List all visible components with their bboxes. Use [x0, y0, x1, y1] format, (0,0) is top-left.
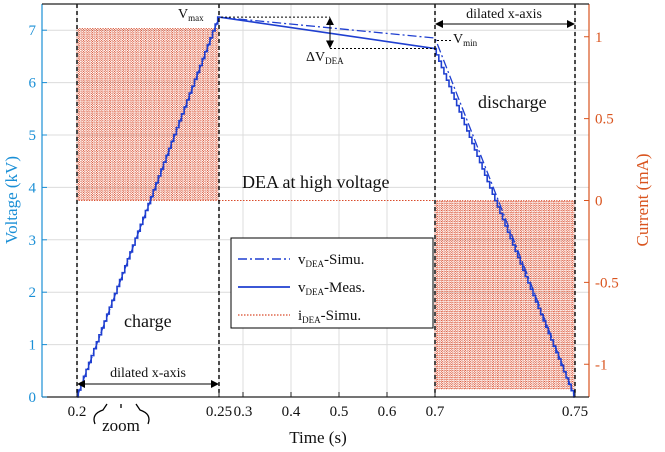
y-left-tick-label: 0 — [29, 390, 37, 406]
x-tick-label: 0.75 — [562, 404, 588, 420]
y-axis-left-title: Voltage (kV) — [2, 156, 21, 244]
x-tick-label: 0.4 — [282, 404, 301, 420]
dilated-axis-label-right: dilated x-axis — [466, 7, 542, 22]
y-right-tick-label: 1 — [595, 30, 603, 46]
y-left-tick-label: 6 — [29, 76, 37, 92]
x-tick-label: 0.5 — [330, 404, 349, 420]
zoom-label: zoom — [102, 416, 140, 435]
y-right-tick-label: 0.5 — [595, 112, 614, 128]
x-tick-label: 0.6 — [378, 404, 397, 420]
delta-v-label: ΔVDEA — [306, 50, 344, 66]
y-axis-right-title: Current (mA) — [633, 153, 652, 246]
y-left-tick-label: 7 — [29, 23, 37, 39]
legend-entry-simu: vDEA-Simu. — [298, 252, 364, 269]
x-axis-title: Time (s) — [289, 428, 346, 447]
discharge-label: discharge — [478, 92, 547, 112]
dilated-axis-label-left: dilated x-axis — [110, 366, 186, 381]
current-series — [76, 28, 575, 390]
y-left-tick-label: 4 — [29, 180, 37, 196]
y-left-tick-label: 5 — [29, 128, 37, 144]
charge-label: charge — [124, 311, 172, 331]
y-left-tick-label: 2 — [29, 285, 37, 301]
region-markers — [76, 4, 576, 425]
x-tick-label: 0.2 — [68, 404, 87, 420]
ticks: 0 1 2 3 4 5 6 7 -1 -0.5 0 0.5 1 0.2 0.25 0.3 0.4 0.5 0.6 0.… — [29, 23, 619, 420]
x-tick-label: 0.25 — [206, 404, 232, 420]
x-tick-label: 0.3 — [234, 404, 253, 420]
vmax-label: Vmax — [178, 7, 204, 23]
zoom-bracket — [93, 403, 150, 425]
legend: vDEA-Simu. vDEA-Meas. iDEA-Simu. — [230, 237, 434, 329]
y-right-tick-label: -1 — [595, 357, 608, 373]
current-pulse-train — [434, 200, 575, 390]
y-right-tick-label: 0 — [595, 194, 603, 210]
vmin-label: Vmin — [453, 32, 478, 48]
legend-entry-current: iDEA-Simu. — [298, 308, 361, 325]
y-right-tick-label: -0.5 — [595, 275, 619, 291]
x-tick-label: 0.7 — [426, 404, 445, 420]
y-left-tick-label: 3 — [29, 233, 37, 249]
legend-box — [230, 237, 434, 329]
dea-high-voltage-label: DEA at high voltage — [242, 172, 389, 192]
y-left-tick-label: 1 — [29, 338, 37, 354]
legend-entry-meas: vDEA-Meas. — [298, 280, 365, 297]
